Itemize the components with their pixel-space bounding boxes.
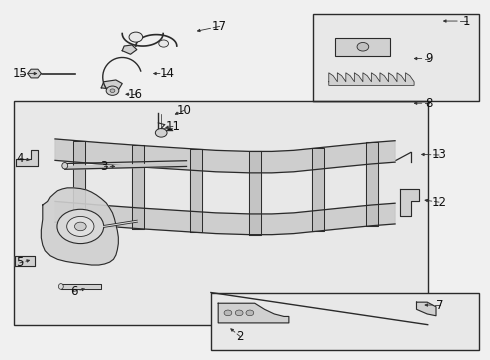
Polygon shape [16,150,38,166]
Polygon shape [55,139,395,173]
Polygon shape [15,256,35,266]
Text: 16: 16 [128,88,143,101]
Circle shape [159,40,169,47]
Text: 8: 8 [425,97,433,110]
Polygon shape [74,141,85,224]
Polygon shape [329,73,414,85]
Bar [14,102,428,325]
Circle shape [67,216,94,237]
Text: 15: 15 [12,67,27,80]
Text: 14: 14 [160,67,174,80]
Polygon shape [249,152,261,235]
Polygon shape [218,303,289,323]
Polygon shape [416,302,436,316]
Polygon shape [122,45,137,54]
Polygon shape [61,284,101,289]
Text: 5: 5 [16,256,24,269]
Ellipse shape [58,284,63,289]
Ellipse shape [62,162,68,169]
Polygon shape [132,145,144,229]
Polygon shape [101,80,122,90]
Text: 17: 17 [212,20,227,33]
Polygon shape [312,148,324,231]
Polygon shape [65,163,187,169]
Polygon shape [400,189,419,216]
Bar [335,38,390,56]
Polygon shape [41,188,118,265]
Text: 10: 10 [177,104,192,117]
Text: 7: 7 [436,298,443,311]
Circle shape [246,310,254,316]
Text: 11: 11 [166,120,180,133]
Polygon shape [28,69,41,78]
Text: 4: 4 [16,152,24,165]
Text: 13: 13 [432,148,446,162]
Circle shape [224,310,232,316]
Text: 9: 9 [425,52,433,65]
Circle shape [357,42,369,51]
Text: 3: 3 [100,160,107,173]
Text: 1: 1 [463,14,470,27]
Circle shape [110,89,115,93]
Circle shape [129,32,143,42]
Text: 2: 2 [236,330,244,343]
Polygon shape [191,149,202,232]
Text: 6: 6 [70,285,77,298]
Bar [313,14,479,102]
Circle shape [106,86,119,95]
Circle shape [235,310,243,316]
Polygon shape [366,143,377,226]
Polygon shape [55,202,395,235]
Text: 12: 12 [431,195,446,209]
Bar [211,293,479,350]
Circle shape [57,209,104,244]
Circle shape [74,222,86,231]
Circle shape [155,129,167,137]
